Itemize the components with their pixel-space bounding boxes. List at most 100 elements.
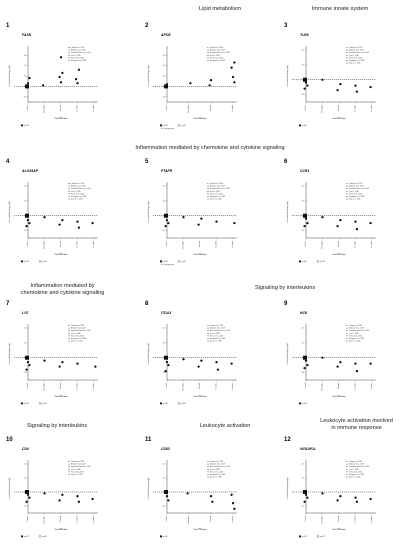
x-tick-label: 6 months bbox=[231, 241, 234, 248]
study-legend-label: Bačković et al., 2019 bbox=[349, 327, 364, 330]
y-tick-label: 2.0 bbox=[24, 65, 26, 67]
study-legend-label: González-Pérez et al., 2016 bbox=[210, 465, 230, 468]
study-legend-label: Bačković et al., 2019 bbox=[210, 463, 225, 466]
x-axis-label: Post-PTSD time bbox=[333, 528, 346, 531]
data-point bbox=[336, 224, 339, 228]
gene-name: FASN bbox=[22, 33, 32, 37]
data-point bbox=[58, 75, 61, 79]
study-legend-label: Ortega et al., 2019 bbox=[71, 182, 84, 185]
x-tick-label: Control bbox=[165, 104, 168, 110]
data-point bbox=[321, 356, 324, 359]
x-tick-label: Immediate bbox=[43, 383, 46, 391]
data-point bbox=[321, 492, 324, 495]
y-tick-label: 1.0 bbox=[302, 200, 304, 202]
data-point bbox=[231, 75, 235, 79]
data-point bbox=[43, 359, 46, 362]
study-legend-label: Rosaguin et al., 2018 bbox=[71, 59, 86, 62]
y-axis-label: Corrected fold change (log2) bbox=[286, 477, 289, 499]
legend-label: p<0.05 bbox=[24, 124, 29, 127]
data-point bbox=[61, 493, 64, 496]
gene-name: ALOX5AP bbox=[21, 169, 39, 173]
study-legend-label: Xiao et al., 2016 bbox=[349, 476, 361, 479]
study-legend-label: Pierce et al., 2016 bbox=[349, 334, 362, 337]
data-point bbox=[339, 361, 342, 364]
x-tick-label: Control bbox=[165, 240, 168, 246]
section-title-leukocyte-activation-immune: Leukocyte activation involved in immune … bbox=[320, 418, 393, 431]
x-tick-label: 6 months bbox=[370, 516, 373, 523]
x-tick-label: Control bbox=[304, 104, 307, 110]
study-legend-label: Bačković et al., 2019 bbox=[210, 185, 225, 188]
data-point bbox=[25, 356, 28, 359]
data-point bbox=[25, 85, 28, 88]
study-legend-label: Pierce et al., 2016 bbox=[71, 192, 84, 195]
data-point bbox=[355, 90, 359, 93]
data-point bbox=[26, 361, 30, 364]
study-legend-label: Xiao et al., 2016 bbox=[349, 62, 361, 65]
data-point bbox=[336, 88, 339, 92]
study-legend-label: Bačković et al., 2019 bbox=[210, 49, 225, 52]
y-tick-label: -1.0 bbox=[301, 230, 304, 232]
study-legend-label: Rosaguin et al., 2018 bbox=[210, 337, 225, 340]
data-point bbox=[43, 216, 46, 219]
y-tick-label: 2.0 bbox=[163, 65, 165, 67]
data-point bbox=[233, 221, 236, 225]
x-tick-label: Control bbox=[304, 515, 307, 521]
study-legend-label: Pierce et al., 2016 bbox=[349, 470, 362, 473]
data-point bbox=[61, 361, 64, 364]
data-point bbox=[355, 500, 359, 503]
legend-label: p<0.05 bbox=[42, 402, 47, 405]
data-point bbox=[303, 500, 306, 503]
x-axis-label: Post-PTSD time bbox=[333, 395, 346, 398]
gene-name: NCKAP1L bbox=[300, 447, 316, 451]
panel-number: 2 bbox=[145, 23, 149, 29]
study-legend-label: Li et al., 2018 bbox=[210, 190, 220, 193]
y-tick-label: -1.0 bbox=[23, 96, 26, 98]
legend-marker bbox=[159, 402, 163, 405]
y-tick-label: 0.0 bbox=[163, 492, 165, 494]
y-axis-label: Corrected fold change (log2) bbox=[286, 65, 289, 87]
y-axis-label: Corrected fold change (log2) bbox=[147, 201, 150, 223]
y-axis-label: Corrected fold change (log2) bbox=[147, 477, 150, 499]
data-point bbox=[304, 359, 308, 362]
y-tick-label: -1.0 bbox=[162, 96, 165, 98]
data-point bbox=[164, 224, 167, 228]
data-point bbox=[164, 356, 167, 359]
data-point bbox=[76, 362, 79, 365]
study-legend-label: Pierce et al., 2016 bbox=[210, 470, 223, 473]
study-legend-label: Bačković et al., 2019 bbox=[210, 327, 225, 330]
data-point bbox=[164, 490, 167, 494]
data-point bbox=[339, 219, 342, 222]
panel-4-alox5ap-chart: 4 ALOX5AP Corrected fold change (log2) -1.0… bbox=[6, 159, 98, 263]
study-legend-label: Ortega et al., 2019 bbox=[71, 324, 84, 327]
section-title-immune-innate: Immune innate system bbox=[311, 6, 369, 12]
panel-number: 1 bbox=[6, 23, 10, 29]
x-tick-label: 1 month bbox=[59, 383, 62, 389]
y-tick-label: 1.0 bbox=[24, 478, 26, 480]
legend-marker bbox=[298, 260, 302, 263]
legend-marker bbox=[177, 402, 181, 405]
data-point bbox=[165, 219, 169, 222]
data-point bbox=[91, 497, 94, 501]
x-tick-label: 3 months bbox=[354, 241, 357, 248]
study-legend-label: Li et al., 2018 bbox=[71, 332, 81, 335]
legend-note: NS: not significant bbox=[161, 263, 174, 266]
gene-name: HCK bbox=[300, 311, 308, 315]
data-point bbox=[164, 369, 167, 373]
data-point bbox=[186, 492, 189, 495]
data-point bbox=[233, 81, 236, 84]
legend-label: p<0.05 bbox=[42, 535, 47, 538]
study-legend-label: Pierce et al., 2016 bbox=[71, 56, 84, 59]
y-tick-label: -1.0 bbox=[301, 372, 304, 374]
study-legend-label: González-Pérez et al., 2016 bbox=[349, 51, 369, 54]
study-legend-label: González-Pérez et al., 2016 bbox=[71, 187, 91, 190]
data-point bbox=[303, 224, 306, 228]
study-legend-label: Rosaguin et al., 2018 bbox=[349, 59, 364, 62]
y-tick-label: -1.0 bbox=[162, 372, 165, 374]
y-tick-label: -1.0 bbox=[23, 230, 26, 232]
data-point bbox=[233, 507, 236, 510]
x-tick-label: 3 months bbox=[354, 383, 357, 390]
data-point bbox=[41, 84, 45, 87]
data-point bbox=[369, 497, 372, 501]
legend-marker bbox=[316, 260, 320, 263]
x-tick-label: Immediate bbox=[182, 383, 185, 391]
